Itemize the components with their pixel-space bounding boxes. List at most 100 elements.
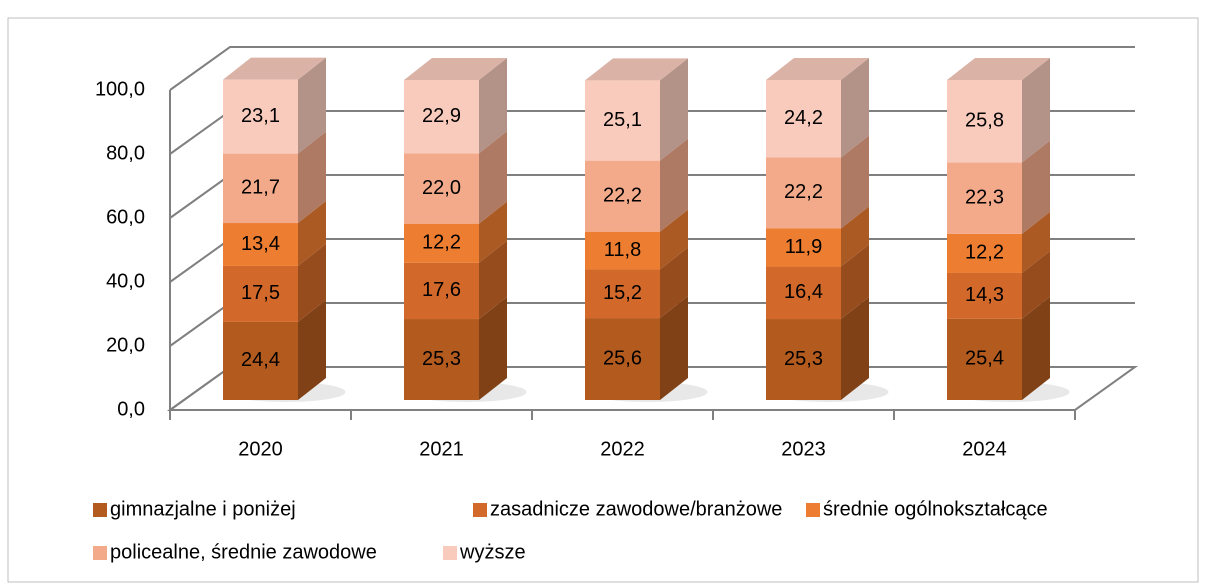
- bar-side: [1022, 296, 1050, 400]
- data-label: 15,2: [603, 282, 642, 304]
- data-label: 25,1: [603, 109, 642, 131]
- bar-side: [479, 58, 507, 154]
- bar-top: [585, 58, 688, 81]
- bar-side: [660, 138, 688, 232]
- bar: [404, 80, 479, 154]
- bar-side: [841, 58, 869, 158]
- data-label: 13,4: [241, 233, 280, 255]
- bar-side: [298, 299, 326, 400]
- bar-side: [841, 206, 869, 267]
- data-label: 25,6: [603, 347, 642, 369]
- legend-label: średnie ogólnokształcące: [823, 498, 1048, 520]
- data-label: 24,4: [241, 349, 280, 371]
- bar-top: [766, 58, 869, 80]
- bar-top: [947, 58, 1050, 80]
- bar-side: [660, 209, 688, 270]
- bar-side: [479, 201, 507, 263]
- bar-side: [660, 296, 688, 400]
- data-label: 24,2: [784, 107, 823, 129]
- bar-side: [298, 201, 326, 266]
- data-label: 22,0: [422, 177, 461, 199]
- data-label: 12,2: [422, 231, 461, 253]
- x-tick-label: 2020: [238, 438, 283, 460]
- bar: [766, 228, 841, 267]
- legend-swatch: [93, 546, 107, 560]
- bar-side: [660, 247, 688, 319]
- bar-side: [479, 131, 507, 224]
- bar: [404, 262, 479, 320]
- bar: [223, 321, 298, 400]
- legend-label: policealne, średnie zawodowe: [110, 541, 377, 563]
- bar-side: [298, 243, 326, 322]
- bar-side: [298, 131, 326, 224]
- legend-swatch: [93, 503, 107, 517]
- data-label: 17,5: [241, 282, 280, 304]
- bar-side: [841, 244, 869, 320]
- legend-label: zasadnicze zawodowe/branżowe: [490, 498, 782, 520]
- legend-label: gimnazjalne i poniżej: [110, 498, 296, 520]
- data-label: 22,9: [422, 105, 461, 127]
- bar: [947, 318, 1022, 400]
- bar: [766, 319, 841, 400]
- bar: [947, 272, 1022, 319]
- bar-side: [1022, 211, 1050, 273]
- bar-top: [223, 57, 326, 80]
- y-tick-label: 20,0: [106, 334, 145, 356]
- data-label: 25,8: [965, 110, 1004, 132]
- x-tick-label: 2024: [962, 438, 1007, 460]
- legend-label: wyższe: [459, 541, 526, 563]
- bar: [947, 162, 1022, 234]
- bar: [585, 160, 660, 232]
- bar: [585, 318, 660, 400]
- data-label: 22,2: [784, 181, 823, 203]
- y-tick-label: 60,0: [106, 206, 145, 228]
- y-tick-label: 80,0: [106, 142, 145, 164]
- bar-top: [404, 58, 507, 80]
- x-tick-label: 2021: [419, 438, 464, 460]
- bar-side: [841, 297, 869, 400]
- bar: [947, 80, 1022, 163]
- y-tick-label: 0,0: [117, 398, 145, 420]
- bar: [223, 79, 298, 154]
- bar: [223, 265, 298, 322]
- data-label: 25,4: [965, 348, 1004, 370]
- data-label: 22,3: [965, 187, 1004, 209]
- data-label: 22,2: [603, 184, 642, 206]
- data-label: 23,1: [241, 105, 280, 127]
- bar-side: [660, 58, 688, 161]
- legend-swatch: [443, 546, 457, 560]
- data-label: 25,3: [784, 348, 823, 370]
- bar-side: [479, 240, 507, 320]
- data-label: 17,6: [422, 279, 461, 301]
- bar: [585, 269, 660, 319]
- bar-side: [841, 135, 869, 229]
- grid-line: [169, 46, 1135, 91]
- data-label: 11,9: [785, 236, 822, 258]
- y-tick-label: 40,0: [106, 270, 145, 292]
- bar: [223, 153, 298, 224]
- x-tick-label: 2023: [781, 438, 826, 460]
- bar: [223, 223, 298, 266]
- bar: [404, 153, 479, 224]
- bar-side: [479, 297, 507, 400]
- x-tick-label: 2022: [600, 438, 645, 460]
- legend-swatch: [806, 503, 820, 517]
- data-label: 16,4: [784, 281, 823, 303]
- bar: [947, 233, 1022, 273]
- data-label: 12,2: [965, 242, 1004, 264]
- bar: [404, 319, 479, 400]
- bar: [766, 80, 841, 158]
- data-label: 25,3: [422, 348, 461, 370]
- bar: [585, 231, 660, 270]
- data-label: 14,3: [965, 284, 1004, 306]
- data-label: 21,7: [241, 177, 280, 199]
- bar: [404, 223, 479, 263]
- bar-side: [298, 57, 326, 154]
- y-tick-label: 100,0: [95, 78, 145, 100]
- bar: [585, 80, 660, 161]
- bar-side: [1022, 250, 1050, 319]
- bar: [766, 157, 841, 229]
- bar-side: [1022, 58, 1050, 163]
- legend-swatch: [473, 503, 487, 517]
